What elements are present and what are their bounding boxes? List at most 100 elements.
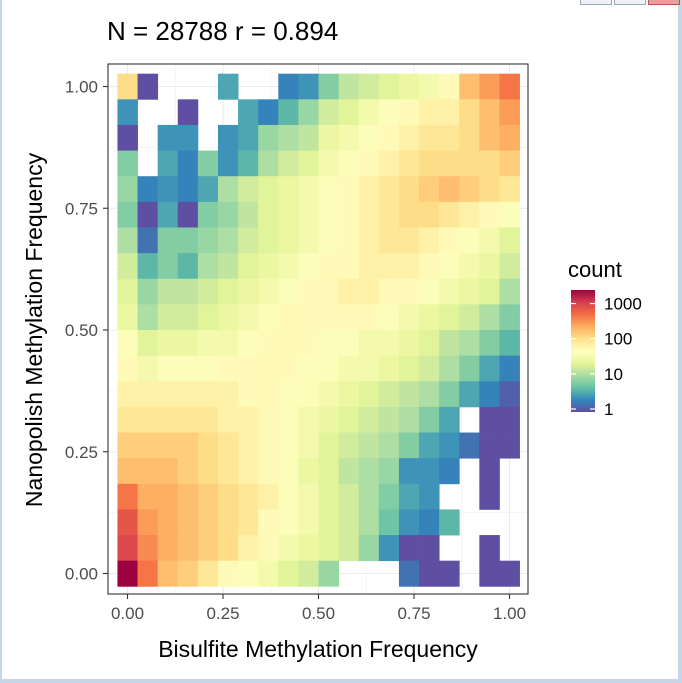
heatmap-cell <box>157 278 179 305</box>
heatmap-cell <box>157 124 179 151</box>
legend-label: 1 <box>604 400 613 419</box>
heatmap-cell <box>278 509 299 536</box>
heatmap-cell <box>378 278 400 305</box>
heatmap-cell <box>479 201 500 228</box>
heatmap-cell <box>439 227 460 254</box>
heatmap-cell <box>499 406 520 433</box>
heatmap-cell <box>278 458 299 485</box>
heatmap-cell <box>439 304 460 331</box>
heatmap-cell <box>439 432 460 459</box>
heatmap-cell <box>177 458 199 485</box>
heatmap-cell <box>318 535 340 562</box>
heatmap-cell <box>338 535 360 562</box>
heatmap-cell <box>258 201 279 228</box>
heatmap-cell <box>338 73 360 100</box>
heatmap-cell <box>177 227 199 254</box>
heatmap-cell <box>318 483 340 510</box>
heatmap-cell <box>459 381 480 408</box>
heatmap-cell <box>318 432 340 459</box>
heatmap-cell <box>398 535 420 562</box>
heatmap-cell <box>338 458 360 485</box>
heatmap-cell <box>419 99 440 126</box>
heatmap-cell <box>238 355 259 382</box>
heatmap-cell <box>137 73 159 100</box>
heatmap-cell <box>338 304 360 331</box>
heatmap-cell <box>217 406 239 433</box>
heatmap-cell <box>278 73 299 100</box>
heatmap-cell <box>238 176 259 203</box>
heatmap-cell <box>338 355 360 382</box>
heatmap-cell <box>398 432 420 459</box>
heatmap-cell <box>298 99 319 126</box>
heatmap-cell <box>117 124 138 151</box>
heatmap-cell <box>197 278 219 305</box>
x-tick-label: 0.25 <box>206 604 239 623</box>
heatmap-cell <box>338 227 360 254</box>
heatmap-cell <box>439 99 460 126</box>
heatmap-cell <box>318 201 340 228</box>
heatmap-cell <box>358 535 380 562</box>
heatmap-cell <box>177 304 199 331</box>
heatmap-cell <box>197 535 219 562</box>
heatmap-cell <box>459 355 480 382</box>
heatmap-cell <box>217 304 239 331</box>
heatmap-cell <box>338 381 360 408</box>
heatmap-cell <box>439 509 460 536</box>
heatmap-cell <box>378 432 400 459</box>
heatmap-cell <box>177 99 199 126</box>
heatmap-cell <box>278 483 299 510</box>
heatmap-cell <box>238 432 259 459</box>
heatmap-cell <box>238 278 259 305</box>
heatmap-cell <box>298 432 319 459</box>
heatmap-cell <box>419 253 440 280</box>
heatmap-cell <box>499 355 520 382</box>
heatmap-cell <box>117 381 138 408</box>
heatmap-cell <box>217 201 239 228</box>
x-tick-label: 0.00 <box>111 604 144 623</box>
heatmap-cell <box>217 253 239 280</box>
heatmap-cell <box>197 509 219 536</box>
heatmap-cell <box>238 201 259 228</box>
heatmap-cell <box>117 330 138 357</box>
heatmap-cell <box>419 406 440 433</box>
y-tick-label: 0.25 <box>65 443 98 462</box>
heatmap-cell <box>278 560 299 587</box>
heatmap-cell <box>278 330 299 357</box>
heatmap-cell <box>157 304 179 331</box>
heatmap-cell <box>398 124 420 151</box>
window-minimize-button[interactable] <box>580 0 612 5</box>
heatmap-cell <box>318 176 340 203</box>
heatmap-cell <box>439 201 460 228</box>
window-close-button[interactable] <box>648 0 680 5</box>
heatmap-cell <box>157 176 179 203</box>
heatmap-cell <box>419 150 440 177</box>
heatmap-cell <box>419 458 440 485</box>
heatmap-cell <box>459 176 480 203</box>
heatmap-cell <box>439 330 460 357</box>
heatmap-cell <box>197 304 219 331</box>
x-axis-label: Bisulfite Methylation Frequency <box>158 636 478 662</box>
heatmap-cell <box>197 201 219 228</box>
heatmap-cell <box>217 227 239 254</box>
heatmap-cell <box>217 150 239 177</box>
legend-label: 10 <box>604 365 623 384</box>
heatmap-cell <box>258 304 279 331</box>
heatmap-cell <box>419 483 440 510</box>
heatmap-cell <box>398 509 420 536</box>
heatmap-cell <box>278 150 299 177</box>
heatmap-cell <box>278 355 299 382</box>
heatmap-cell <box>258 253 279 280</box>
heatmap-cell <box>499 176 520 203</box>
window-maximize-button[interactable] <box>614 0 646 5</box>
heatmap-cell <box>298 124 319 151</box>
heatmap-cell <box>338 124 360 151</box>
heatmap-cell <box>479 432 500 459</box>
heatmap-cell <box>238 253 259 280</box>
heatmap-cell <box>117 99 138 126</box>
heatmap-cell <box>338 406 360 433</box>
heatmap-cell <box>439 406 460 433</box>
heatmap-cell <box>217 560 239 587</box>
heatmap-cell <box>398 99 420 126</box>
heatmap-cell <box>298 201 319 228</box>
heatmap-cell <box>238 483 259 510</box>
